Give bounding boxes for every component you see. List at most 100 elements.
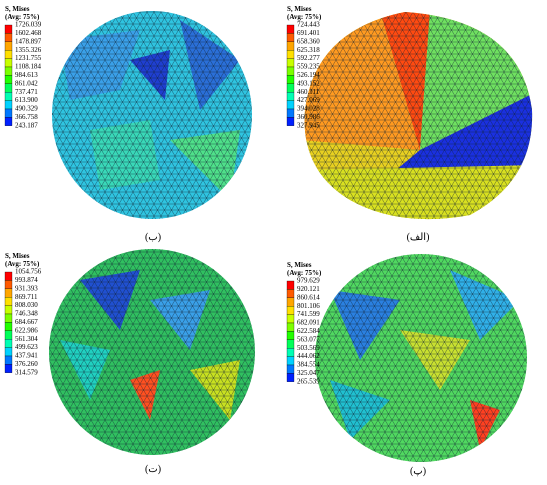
legend-swatch: [4, 313, 13, 323]
legend-value: 366.758: [15, 113, 38, 121]
legend-value: 684.667: [15, 318, 38, 326]
legend-swatch: [4, 66, 13, 76]
legend-swatch: [286, 24, 295, 34]
legend-value: 526.194: [297, 71, 320, 79]
legend-swatch: [286, 306, 295, 315]
legend-value: 741.599: [297, 310, 320, 318]
legend-swatch: [4, 305, 13, 315]
legend-value: 808.030: [15, 301, 38, 309]
legend-swatch: [4, 83, 13, 93]
legend-value: 860.614: [297, 293, 320, 301]
legend-swatch: [4, 271, 13, 281]
legend-value: 625.318: [297, 46, 320, 54]
legend-value: 979.629: [297, 277, 320, 285]
legend-value: 658.360: [297, 37, 320, 45]
legend-value: 503.569: [297, 344, 320, 352]
contour-plot: [315, 254, 527, 462]
caption: (پ): [410, 466, 426, 477]
legend-swatch: [286, 117, 295, 126]
legend-swatch: [286, 100, 295, 110]
legend-subtitle: (Avg: 75%): [5, 260, 40, 268]
legend-swatch: [286, 50, 295, 59]
legend-swatch: [286, 92, 295, 101]
legend-subtitle: (Avg: 75%): [287, 269, 322, 277]
legend-value: 327.945: [297, 121, 320, 129]
legend-swatch: [286, 58, 295, 68]
caption: (ب): [145, 232, 161, 243]
legend-value: 869.711: [15, 293, 38, 301]
legend-swatch: [4, 297, 13, 306]
legend-swatch: [4, 364, 13, 373]
legend-swatch: [4, 108, 13, 118]
legend-value: 394.028: [297, 105, 320, 113]
legend-value: 490.329: [15, 105, 38, 113]
legend-swatch: [4, 347, 13, 357]
legend-swatch: [4, 58, 13, 68]
legend-value: 993.874: [15, 276, 38, 284]
contour-plot: [304, 12, 533, 220]
legend-value: 325.047: [297, 369, 320, 377]
legend-swatch: [4, 92, 13, 101]
legend-swatch: [4, 100, 13, 110]
legend-value: 724.443: [297, 21, 320, 29]
legend-title: S, Mises: [5, 252, 30, 260]
legend-swatch: [4, 24, 13, 34]
legend-value: 1478.897: [15, 37, 42, 45]
legend-value: 1054.756: [15, 268, 42, 276]
legend-value: 737.471: [15, 88, 38, 96]
legend-title: S, Mises: [287, 261, 312, 269]
contour-plot: [52, 11, 252, 219]
legend-value: 920.121: [297, 285, 320, 293]
legend-value: 376.260: [15, 360, 38, 368]
legend-subtitle: (Avg: 75%): [287, 13, 322, 21]
legend-value: 613.900: [15, 96, 38, 104]
legend-value: 563.077: [297, 335, 320, 343]
legend-value: 427.069: [297, 96, 320, 104]
legend-swatch: [4, 280, 13, 289]
legend-value: 437.941: [15, 352, 38, 360]
legend-swatch: [286, 108, 295, 118]
contour-plot: [49, 249, 255, 455]
legends: S, Mises(Avg: 75%)1726.0391602.4681478.8…: [4, 5, 430, 477]
legend-value: 1726.039: [15, 21, 42, 29]
legend-swatch: [286, 289, 295, 298]
legend-swatch: [286, 364, 295, 374]
legend-swatch: [286, 33, 295, 42]
legend-value: 460.111: [297, 88, 320, 96]
legend-swatch: [286, 314, 295, 324]
legend-value: 1108.184: [15, 63, 41, 71]
legend-swatch: [4, 117, 13, 126]
legend-value: 931.393: [15, 284, 38, 292]
legend-value: 384.554: [297, 361, 320, 369]
legend-subtitle: (Avg: 75%): [5, 13, 40, 21]
legend-swatch: [4, 288, 13, 298]
legend-value: 984.613: [15, 71, 38, 79]
legend-title: S, Mises: [5, 5, 30, 13]
legend-value: 444.062: [297, 352, 320, 360]
legend-swatch: [286, 339, 295, 349]
legend-value: 493.152: [297, 79, 320, 87]
legend-value: 1231.755: [15, 54, 42, 62]
legend-value: 243.187: [15, 121, 38, 129]
caption: (الف): [407, 232, 430, 243]
legend-swatch: [4, 355, 13, 365]
legend-value: 746.348: [15, 310, 38, 318]
legend-swatch: [286, 322, 295, 332]
legend-swatch: [286, 41, 295, 51]
legend-swatch: [286, 297, 295, 307]
legend-value: 559.235: [297, 63, 320, 71]
caption: (ت): [145, 464, 161, 475]
legend-value: 622.584: [297, 327, 320, 335]
legend-value: 622.986: [15, 326, 38, 334]
legend-swatch: [4, 330, 13, 340]
legend-value: 682.091: [297, 319, 320, 327]
legend-swatch: [286, 280, 295, 290]
legend-value: 861.042: [15, 79, 38, 87]
legend-value: 499.623: [15, 343, 38, 351]
legend-value: 592.277: [297, 54, 320, 62]
legend-swatch: [4, 50, 13, 59]
legend-swatch: [4, 339, 13, 348]
legend-value: 360.986: [297, 113, 320, 121]
